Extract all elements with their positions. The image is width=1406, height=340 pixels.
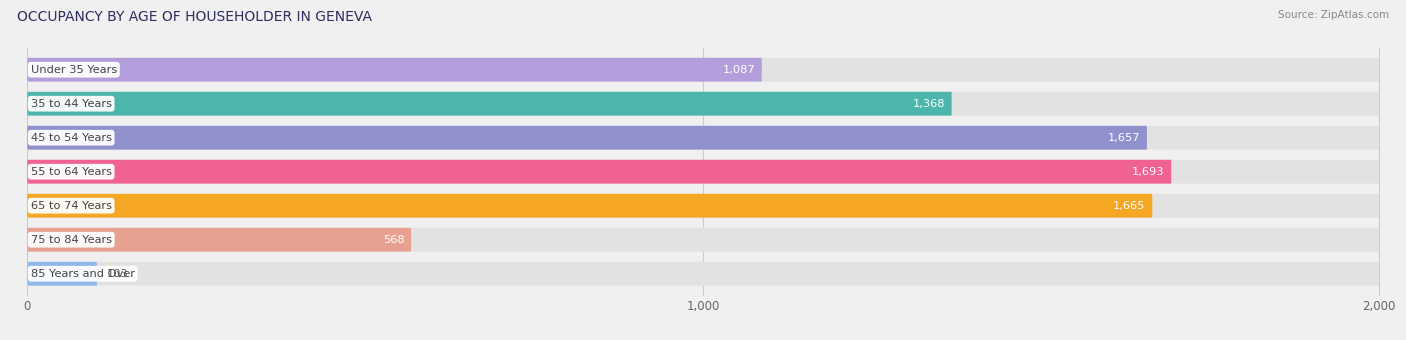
Text: OCCUPANCY BY AGE OF HOUSEHOLDER IN GENEVA: OCCUPANCY BY AGE OF HOUSEHOLDER IN GENEV… [17, 10, 371, 24]
Text: 85 Years and Over: 85 Years and Over [31, 269, 135, 279]
FancyBboxPatch shape [27, 262, 1379, 286]
FancyBboxPatch shape [27, 58, 762, 82]
Text: 568: 568 [382, 235, 405, 245]
Text: 55 to 64 Years: 55 to 64 Years [31, 167, 111, 177]
Text: 35 to 44 Years: 35 to 44 Years [31, 99, 111, 109]
Text: 65 to 74 Years: 65 to 74 Years [31, 201, 111, 211]
Text: 1,693: 1,693 [1132, 167, 1164, 177]
FancyBboxPatch shape [27, 160, 1171, 184]
FancyBboxPatch shape [27, 194, 1379, 218]
FancyBboxPatch shape [27, 262, 97, 286]
FancyBboxPatch shape [27, 228, 1379, 252]
FancyBboxPatch shape [27, 160, 1379, 184]
FancyBboxPatch shape [27, 126, 1147, 150]
FancyBboxPatch shape [27, 92, 1379, 116]
FancyBboxPatch shape [27, 228, 411, 252]
FancyBboxPatch shape [27, 58, 1379, 82]
Text: 1,368: 1,368 [912, 99, 945, 109]
FancyBboxPatch shape [27, 92, 952, 116]
Text: 1,665: 1,665 [1114, 201, 1146, 211]
Text: 75 to 84 Years: 75 to 84 Years [31, 235, 112, 245]
Text: 103: 103 [107, 269, 129, 279]
Text: 1,657: 1,657 [1108, 133, 1140, 143]
Text: Source: ZipAtlas.com: Source: ZipAtlas.com [1278, 10, 1389, 20]
Text: 1,087: 1,087 [723, 65, 755, 75]
Text: 45 to 54 Years: 45 to 54 Years [31, 133, 111, 143]
FancyBboxPatch shape [27, 194, 1153, 218]
Text: Under 35 Years: Under 35 Years [31, 65, 117, 75]
FancyBboxPatch shape [27, 126, 1379, 150]
